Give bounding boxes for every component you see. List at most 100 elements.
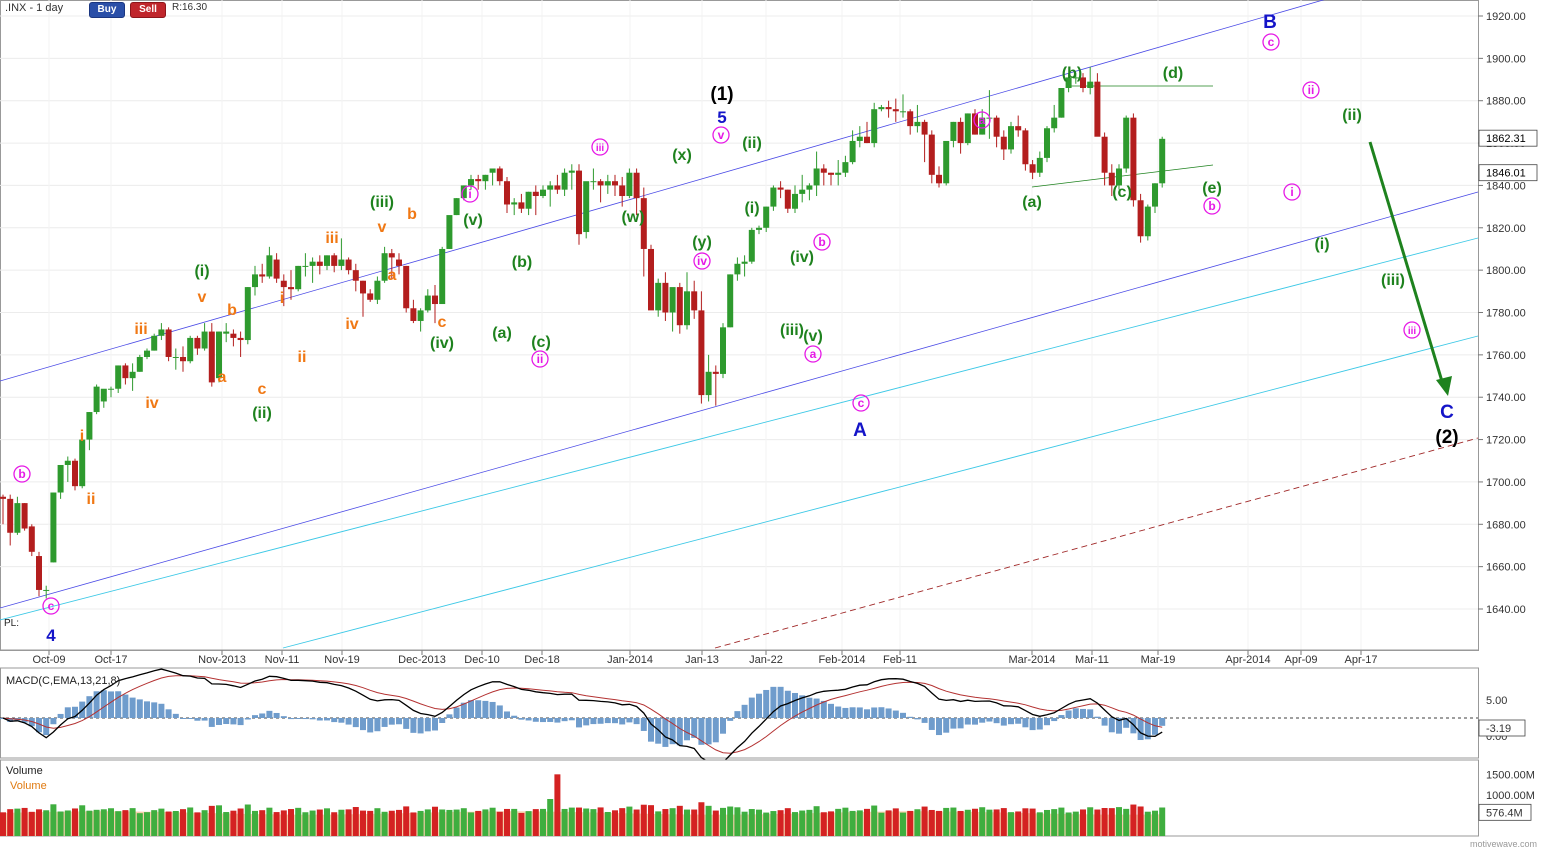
candle xyxy=(813,151,820,197)
candle xyxy=(216,331,222,383)
volume-tick-label: 1500.00M xyxy=(1486,769,1535,781)
buy-button[interactable]: Buy xyxy=(89,2,125,18)
candle xyxy=(993,115,1000,148)
macd-histogram-bar xyxy=(72,706,78,718)
price-tick-label: 1820.00 xyxy=(1486,223,1526,235)
macd-histogram-bar xyxy=(439,718,446,723)
wave-label-text: i xyxy=(1290,185,1293,199)
macd-histogram-bar xyxy=(1087,709,1094,718)
macd-histogram-bar xyxy=(187,718,194,719)
wave-label-orange: a xyxy=(218,369,227,386)
macd-histogram-bar xyxy=(360,718,366,731)
macd-histogram-bar xyxy=(662,718,669,747)
candle xyxy=(28,524,35,557)
pl-label: PL: xyxy=(4,618,20,629)
wave-label-text: ii xyxy=(537,352,544,366)
candle-body xyxy=(1029,164,1036,173)
candle-body xyxy=(172,356,179,358)
candle xyxy=(957,117,964,154)
volume-bar xyxy=(820,812,827,836)
volume-series-name: Volume xyxy=(10,780,47,792)
current-price-marker: 1862.31 xyxy=(1478,129,1538,147)
macd-histogram-bar xyxy=(864,709,870,718)
macd-histogram-bar xyxy=(892,710,899,718)
volume-bar xyxy=(180,809,186,836)
projection-arrow xyxy=(1368,141,1446,389)
candle-body xyxy=(734,263,741,275)
candle xyxy=(1108,164,1115,197)
macd-histogram-bar xyxy=(964,718,971,725)
volume-bar xyxy=(446,809,453,836)
wave-label-green: (ii) xyxy=(1342,107,1362,124)
macd-histogram-bar xyxy=(1008,718,1014,725)
wave-label-green: (w) xyxy=(621,209,644,226)
volume-bar xyxy=(1159,807,1166,836)
wave-label-text: b xyxy=(1208,199,1215,213)
macd-histogram-bar xyxy=(374,718,381,732)
macd-histogram-bar xyxy=(1116,718,1122,734)
volume-bar xyxy=(158,808,165,836)
macd-histogram-bar xyxy=(324,718,330,721)
volume-bar xyxy=(252,810,258,836)
macd-histogram-bar xyxy=(784,690,791,718)
volume-bar xyxy=(482,809,489,836)
candle xyxy=(914,104,921,133)
watermark: motivewave.com xyxy=(1469,839,1537,849)
candle-body xyxy=(216,331,222,379)
candle xyxy=(842,155,849,177)
candle-body xyxy=(964,113,971,144)
volume-bar xyxy=(324,808,330,836)
candle-body xyxy=(1080,77,1086,89)
macd-histogram-bar xyxy=(432,718,438,731)
candle-body xyxy=(1101,136,1108,173)
candle xyxy=(439,246,446,305)
volume-bar xyxy=(1087,807,1094,836)
macd-histogram-bar xyxy=(1152,718,1158,735)
volume-bar xyxy=(165,811,172,836)
candle xyxy=(0,494,6,525)
date-tick-label: Nov-2013 xyxy=(198,654,246,666)
candle xyxy=(864,121,870,144)
sell-button[interactable]: Sell xyxy=(130,2,166,18)
candle-body xyxy=(475,179,482,182)
wave-label-green: (ii) xyxy=(252,405,272,422)
volume-bar xyxy=(1152,810,1158,836)
macd-histogram-bar xyxy=(1144,718,1151,740)
wave-label-orange: iii xyxy=(134,321,147,338)
macd-histogram-bar xyxy=(626,718,633,723)
candle-body xyxy=(460,185,467,199)
volume-bar xyxy=(763,812,770,836)
candle-body xyxy=(676,287,683,326)
macd-histogram-bar xyxy=(208,718,215,727)
wave-label-orange: i xyxy=(80,428,84,445)
candle-body xyxy=(597,181,604,186)
candle-body xyxy=(64,460,71,465)
candle xyxy=(100,388,107,408)
macd-histogram-bar xyxy=(316,718,323,721)
macd-histogram-bar xyxy=(1080,708,1086,718)
wave-label-circle xyxy=(1283,183,1301,201)
candle-body xyxy=(576,170,582,235)
candle xyxy=(1123,115,1130,173)
volume-bar xyxy=(388,810,395,836)
macd-histogram-bar xyxy=(216,718,222,725)
volume-bar xyxy=(439,809,446,836)
macd-histogram-bar xyxy=(972,718,978,725)
macd-histogram-bar xyxy=(511,715,518,718)
macd-histogram-bar xyxy=(691,718,698,738)
candle-body xyxy=(36,556,42,590)
wave-label-text: iii xyxy=(1408,326,1417,337)
volume-bar xyxy=(468,812,474,836)
date-tick-label: Nov-19 xyxy=(324,654,359,666)
candle xyxy=(482,174,489,190)
candle xyxy=(266,246,273,279)
date-tick-label: Apr-2014 xyxy=(1225,654,1270,666)
candle xyxy=(554,174,561,194)
candle xyxy=(230,329,237,347)
volume-bar xyxy=(1015,811,1022,836)
macd-histogram-bar xyxy=(993,718,1000,724)
candle xyxy=(1087,66,1094,95)
volume-bar xyxy=(244,804,251,836)
macd-histogram-bar xyxy=(338,718,345,723)
